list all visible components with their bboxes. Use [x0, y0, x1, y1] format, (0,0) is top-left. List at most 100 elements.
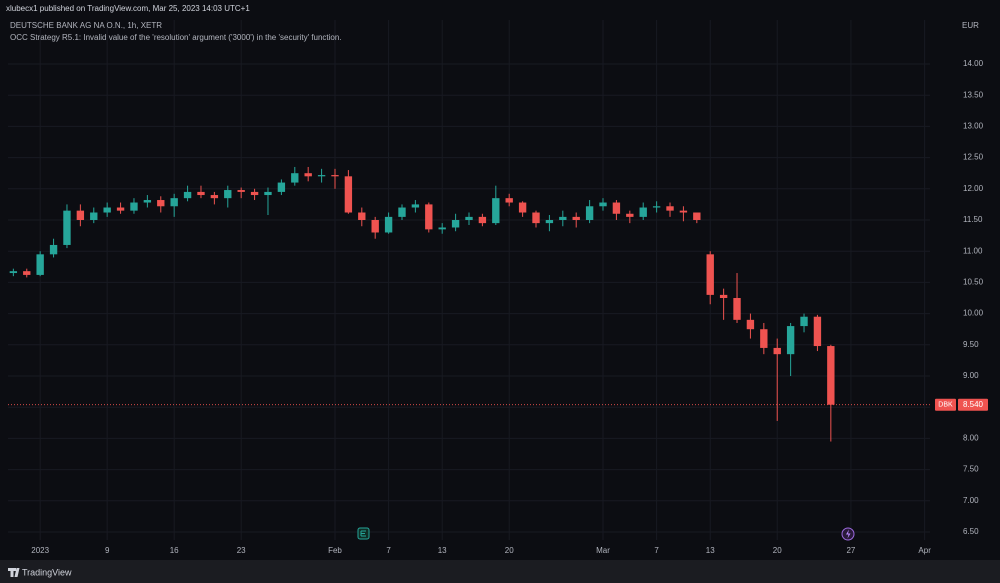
candle-body	[264, 191, 272, 196]
logo-mark	[8, 568, 20, 577]
candle-body	[170, 198, 178, 207]
brand-logo: TradingView	[8, 567, 72, 577]
y-tick-label: 9.50	[963, 340, 979, 349]
candle-body	[116, 207, 125, 211]
candle-body	[559, 216, 567, 220]
symbol-box	[935, 398, 956, 411]
candle-body	[733, 298, 741, 320]
icon-glyph	[360, 530, 366, 537]
candle-body	[291, 173, 299, 183]
candle-body	[438, 227, 446, 230]
currency: EUR	[962, 21, 979, 30]
candle-body	[786, 326, 795, 355]
candle-body	[398, 207, 406, 217]
x-tick-label: Apr	[918, 546, 931, 555]
candle-body	[425, 204, 433, 230]
y-tick-label: 9.00	[963, 371, 979, 380]
candle-body	[626, 213, 634, 217]
y-tick-label: 10.00	[963, 309, 984, 318]
x-tick-label: 7	[654, 546, 659, 555]
candle-body	[572, 216, 580, 220]
candle-body	[210, 195, 219, 199]
x-tick-label: 20	[505, 546, 514, 555]
candle-body	[371, 220, 379, 233]
candle-body	[639, 207, 647, 217]
candle-body	[23, 271, 31, 275]
candle-body	[250, 191, 259, 196]
candle-body	[9, 271, 18, 274]
candle-body	[358, 212, 366, 220]
x-tick-label: 13	[706, 546, 715, 555]
x-tick-label: 13	[438, 546, 447, 555]
y-tick-label: 10.50	[963, 278, 984, 287]
candle-body	[800, 316, 808, 327]
candle-body	[277, 182, 286, 192]
x-tick-label: 9	[105, 546, 110, 555]
candle-body	[384, 216, 393, 233]
x-tick-label: Mar	[596, 546, 610, 555]
candle-body	[49, 244, 58, 255]
candle-body	[599, 202, 607, 207]
grid	[8, 20, 930, 540]
candle-body	[719, 294, 728, 299]
x-tick-label: 2023	[31, 546, 49, 555]
y-tick-label: 7.50	[963, 465, 979, 474]
y-tick-label: 11.50	[963, 215, 983, 224]
candle-body	[585, 206, 594, 220]
candle-body	[706, 254, 714, 295]
candle-body	[237, 190, 245, 192]
candle-body	[90, 212, 98, 220]
indicator-error: OCC Strategy R5.1: Invalid value of the …	[10, 33, 342, 42]
candle-body	[103, 207, 111, 213]
candle-body	[63, 210, 71, 245]
y-tick-label: 13.00	[963, 122, 984, 131]
candle-body	[492, 198, 500, 224]
y-tick-label: 6.50	[963, 527, 979, 536]
dividend-icon	[841, 527, 855, 541]
candle-body	[532, 212, 540, 224]
y-tick-label: 11.00	[963, 246, 983, 255]
earnings-icon	[357, 527, 370, 540]
candle-body	[545, 220, 554, 224]
y-tick-label: 14.00	[963, 59, 984, 68]
candle-body	[518, 202, 527, 213]
candle-body	[827, 346, 835, 405]
price-box	[958, 398, 988, 411]
candle-body	[760, 329, 768, 348]
candle-body	[36, 254, 44, 275]
candle-body	[317, 175, 326, 177]
x-tick-label: 7	[386, 546, 391, 555]
candle-body	[411, 204, 420, 208]
candle-body	[344, 176, 353, 213]
candle-body	[465, 216, 473, 220]
footer-bar	[0, 560, 1000, 583]
candle-body	[505, 198, 513, 203]
candle-body	[693, 212, 701, 220]
candle-body	[197, 191, 205, 196]
candle-body	[76, 210, 85, 220]
price-label: 8.540	[963, 400, 984, 409]
icon-glyph	[846, 529, 851, 539]
candle-body	[746, 319, 755, 330]
candle-body	[157, 200, 165, 207]
candle-body	[652, 206, 661, 208]
candle-body	[224, 190, 232, 199]
candle-body	[331, 175, 339, 177]
y-tick-label: 12.50	[963, 153, 984, 162]
candle-body	[304, 173, 312, 177]
x-tick-label: Feb	[328, 546, 342, 555]
x-tick-label: 20	[773, 546, 782, 555]
y-tick-label: 7.00	[963, 496, 979, 505]
candle-body	[451, 220, 460, 228]
y-tick-label: 8.00	[963, 434, 979, 443]
symbol-label: DBK	[938, 402, 953, 409]
x-tick-label: 27	[846, 546, 855, 555]
candle-body	[813, 316, 822, 347]
candle-body	[130, 202, 138, 211]
x-tick-label: 16	[170, 546, 179, 555]
published-line: xlubecx1 published on TradingView.com, M…	[6, 4, 250, 13]
y-tick-label: 13.50	[963, 90, 984, 99]
y-tick-label: 12.00	[963, 184, 984, 193]
